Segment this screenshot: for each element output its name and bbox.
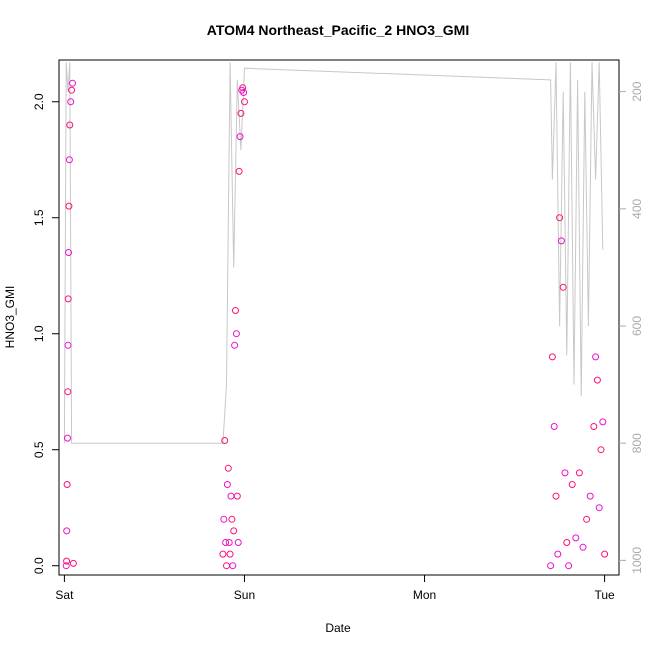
chart-title: ATOM4 Northeast_Pacific_2 HNO3_GMI xyxy=(207,22,469,38)
data-point xyxy=(66,121,74,129)
pressure-series xyxy=(63,62,604,444)
data-point xyxy=(224,464,232,472)
x-tick-label: Tue xyxy=(594,588,615,602)
data-point xyxy=(65,202,73,210)
y-axis-label: HNO3_GMI xyxy=(3,286,17,349)
data-point xyxy=(233,492,241,500)
data-point xyxy=(63,527,71,535)
y2-tick-label: 600 xyxy=(630,316,644,336)
data-point xyxy=(239,84,247,92)
hno3-points xyxy=(62,79,609,570)
data-point xyxy=(222,539,230,546)
data-point xyxy=(232,307,239,314)
y2-tick-label: 200 xyxy=(630,81,644,101)
y-tick-label: 0.5 xyxy=(32,441,46,458)
data-point xyxy=(228,515,236,523)
data-point xyxy=(586,492,594,500)
data-point xyxy=(64,295,72,303)
data-point xyxy=(601,550,609,558)
data-point xyxy=(548,353,556,361)
data-point xyxy=(572,534,580,542)
x-tick-label: Sun xyxy=(234,588,255,602)
y-tick-label: 0.0 xyxy=(32,557,46,574)
data-point xyxy=(575,469,583,477)
data-point xyxy=(236,133,244,141)
x-axis-label: Date xyxy=(325,621,351,635)
data-point xyxy=(62,562,70,570)
y-tick-label: 2.0 xyxy=(32,93,46,110)
data-point xyxy=(221,437,229,444)
data-point xyxy=(67,98,75,106)
data-point xyxy=(595,504,603,512)
data-point xyxy=(599,418,607,426)
data-point xyxy=(229,562,237,570)
y2-tick-label: 800 xyxy=(630,433,644,453)
y2-tick-label: 400 xyxy=(630,198,644,218)
data-point xyxy=(561,469,569,477)
data-point xyxy=(226,550,234,558)
y-tick-label: 1.5 xyxy=(32,209,46,226)
y-axis: 0.0 0.5 1.0 1.5 2.0 xyxy=(32,93,59,574)
data-point xyxy=(579,543,587,551)
x-tick-label: Mon xyxy=(413,588,436,602)
data-point xyxy=(223,562,230,570)
pressure-axis: 200 400 600 800 1000 xyxy=(619,81,644,574)
data-point xyxy=(69,79,76,87)
data-point xyxy=(554,550,562,558)
data-point xyxy=(69,559,77,567)
data-point xyxy=(563,539,571,546)
data-point xyxy=(597,446,605,454)
data-point xyxy=(232,330,240,338)
data-point xyxy=(63,557,71,565)
data-point xyxy=(64,434,71,442)
data-point xyxy=(593,376,601,384)
data-point xyxy=(556,214,564,222)
data-point xyxy=(68,86,76,94)
x-tick-label: Sat xyxy=(55,588,74,602)
plot-frame xyxy=(58,59,620,576)
data-point xyxy=(590,423,598,430)
data-point xyxy=(235,167,243,175)
data-point xyxy=(64,341,72,349)
data-point xyxy=(230,527,238,535)
data-point xyxy=(234,539,242,546)
data-point xyxy=(225,539,233,546)
pressure-line xyxy=(63,62,604,444)
data-point xyxy=(64,388,72,396)
data-point xyxy=(552,492,560,500)
data-point xyxy=(583,515,591,523)
data-point xyxy=(219,550,227,558)
data-point xyxy=(550,423,558,430)
data-point xyxy=(240,89,248,96)
data-point xyxy=(547,562,555,570)
data-point xyxy=(63,481,71,488)
data-point xyxy=(223,481,231,488)
data-point xyxy=(557,237,565,245)
data-point xyxy=(65,156,73,164)
data-point xyxy=(565,562,573,570)
y2-tick-label: 1000 xyxy=(630,547,644,574)
data-point xyxy=(559,283,567,291)
data-point xyxy=(592,353,600,361)
data-point xyxy=(241,98,248,106)
data-point xyxy=(231,341,239,349)
data-point xyxy=(65,249,72,256)
y-tick-label: 1.0 xyxy=(32,325,46,342)
data-point xyxy=(220,515,228,523)
data-point xyxy=(237,109,245,117)
data-point xyxy=(227,492,235,500)
data-point xyxy=(568,481,576,488)
x-axis: Sat Sun Mon Tue xyxy=(55,575,615,602)
